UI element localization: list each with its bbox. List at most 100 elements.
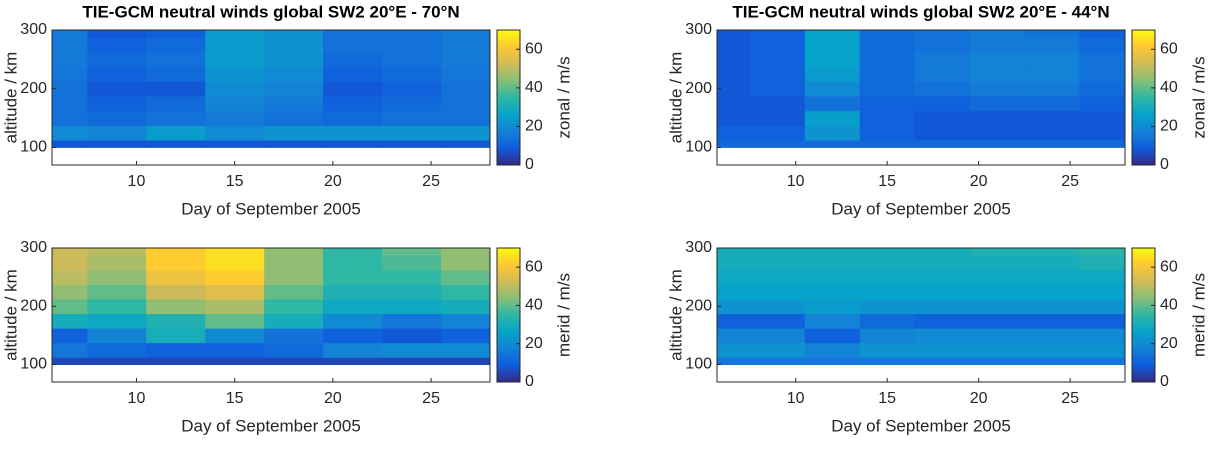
heatmap-cell [914,284,970,300]
heatmap-cell [717,96,751,112]
heatmap-cell [749,96,806,112]
x-tick-label: 15 [226,390,244,407]
heatmap-cell [381,30,442,38]
heatmap-cell [914,269,970,285]
heatmap-cell [381,140,442,148]
heatmap-cell [323,125,383,141]
x-tick-label: 25 [422,173,440,190]
heatmap-cell [1079,125,1125,141]
heatmap-cell [205,96,265,112]
heatmap-cell [859,284,916,300]
heatmap-cell [52,66,88,82]
heatmap-cell [264,342,324,358]
colorbar-tick-label: 20 [525,118,543,135]
heatmap-cell [969,96,1025,112]
heatmap-cell [1079,30,1125,38]
heatmap-cell [264,357,324,366]
colorbar-tick-label: 0 [1160,373,1169,390]
heatmap-cell [749,52,806,68]
heatmap-cell [1079,298,1125,315]
heatmap-cell [205,313,265,329]
heatmap-cell [440,248,490,256]
heatmap-cell [804,37,861,53]
heatmap-cell [749,284,806,300]
heatmap-cell [146,255,206,271]
heatmap-cell [440,140,490,148]
heatmap-cell [804,248,861,256]
heatmap-cell [859,313,916,329]
heatmap-cell [52,284,88,300]
heatmap-cell [323,66,383,82]
heatmap-cell [1079,357,1125,366]
heatmap-cell [381,313,442,329]
x-tick-label: 20 [970,173,988,190]
heatmap-cell [87,342,147,358]
heatmap-cell [87,37,147,53]
heatmap-cell [52,269,88,285]
heatmap-cell [87,30,147,38]
heatmap-cell [87,140,147,148]
heatmap-cell [859,30,916,38]
heatmap-cell [749,357,806,366]
heatmap-cell [1079,328,1125,344]
axes-box [716,29,1126,166]
heatmap-cell [914,313,970,329]
heatmap-cell [859,110,916,126]
heatmap-cell [87,52,147,68]
heatmap-cell [264,37,324,53]
heatmap-cell [264,125,324,141]
heatmap-cell [323,30,383,38]
heatmap-cell [804,284,861,300]
heatmap [52,248,490,366]
heatmap-cell [1024,110,1080,126]
heatmap-cell [859,66,916,82]
heatmap-cell [804,298,861,315]
heatmap-cell [440,328,490,344]
heatmap-cell [804,269,861,285]
heatmap-cell [146,81,206,97]
heatmap-cell [859,342,916,358]
heatmap-cell [205,66,265,82]
x-tick-label: 25 [422,390,440,407]
heatmap-cell [205,357,265,366]
heatmap-cell [264,52,324,68]
heatmap-cell [205,342,265,358]
heatmap-cell [264,81,324,97]
heatmap-cell [804,96,861,112]
heatmap-cell [914,37,970,53]
heatmap-cell [1079,342,1125,358]
heatmap-cell [1079,52,1125,68]
colorbar-label: merid / m/s [554,273,573,357]
heatmap-cell [717,298,751,315]
heatmap-cell [52,342,88,358]
heatmap-cell [264,96,324,112]
x-axis-label: Day of September 2005 [181,416,361,435]
x-tick-label: 10 [787,390,805,407]
heatmap-cell [264,255,324,271]
heatmap-cell [969,81,1025,97]
colorbar-tick-label: 60 [525,258,543,275]
heatmap-cell [717,52,751,68]
heatmap-cell [1024,298,1080,315]
heatmap-cell [87,248,147,256]
heatmap-cell [52,30,88,38]
heatmap-cell [969,52,1025,68]
heatmap-cell [87,284,147,300]
heatmap-cell [146,96,206,112]
colorbar-tick-label: 20 [1160,335,1178,352]
heatmap-cell [323,328,383,344]
heatmap-cell [205,81,265,97]
y-tick-label: 200 [20,297,47,314]
colorbar [496,29,521,166]
heatmap-cell [264,30,324,38]
y-tick-label: 300 [685,239,712,256]
heatmap-cell [205,248,265,256]
x-tick-label: 15 [226,173,244,190]
heatmap-cell [914,248,970,256]
heatmap-cell [969,255,1025,271]
heatmap-cell [264,269,324,285]
heatmap-cell [969,37,1025,53]
heatmap-cell [440,37,490,53]
heatmap-cell [804,66,861,82]
heatmap-cell [859,52,916,68]
